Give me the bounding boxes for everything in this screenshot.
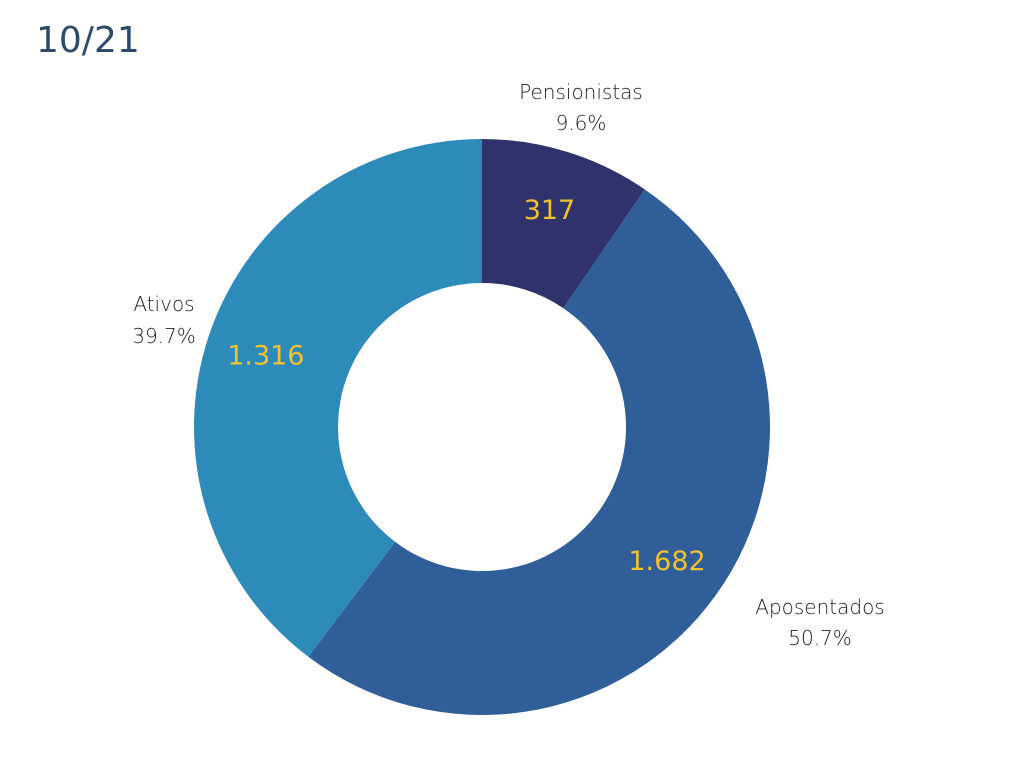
slice-percent-ativos: 39.7% — [132, 324, 196, 348]
slice-name-pensionistas: Pensionistas — [519, 80, 643, 104]
value-label-ativos: 1.316 — [227, 340, 304, 371]
chart-title: 10/21 — [36, 20, 140, 61]
value-label-aposentados: 1.682 — [628, 546, 705, 577]
slice-percent-pensionistas: 9.6% — [556, 111, 607, 135]
slice-name-ativos: Ativos — [133, 292, 194, 316]
slice-name-aposentados: Aposentados — [755, 595, 884, 619]
slice-ativos — [194, 139, 482, 657]
slice-percent-aposentados: 50.7% — [788, 626, 852, 650]
slice-pensionistas — [482, 139, 645, 309]
value-label-pensionistas: 317 — [524, 195, 576, 226]
slice-aposentados — [308, 189, 770, 716]
